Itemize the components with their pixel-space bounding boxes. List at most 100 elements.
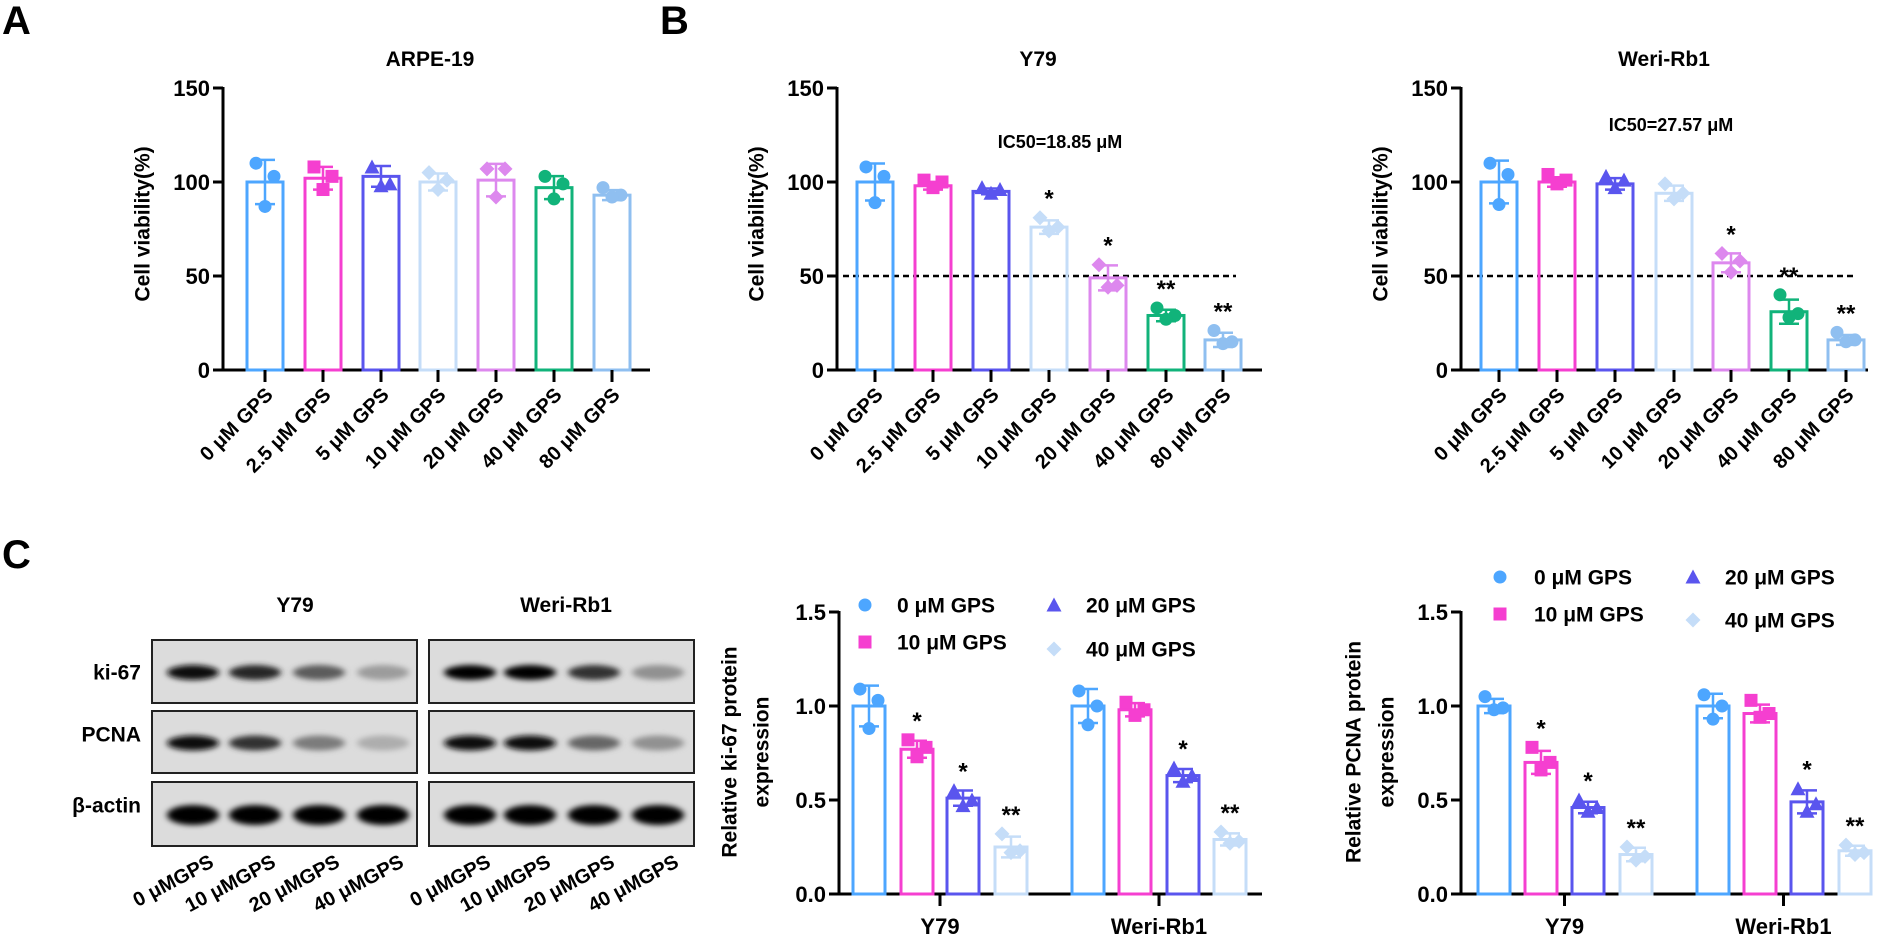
legend-item: 20 μM GPS — [1046, 595, 1196, 618]
y-tick-label: 100 — [173, 170, 210, 195]
protein-band — [568, 805, 620, 825]
data-point — [1525, 740, 1539, 754]
data-point — [1666, 191, 1682, 207]
bar — [1029, 225, 1069, 372]
significance-marker: * — [1178, 736, 1188, 763]
protein-band — [229, 665, 281, 680]
significance-marker: * — [1726, 221, 1736, 248]
y-tick-label: 100 — [1411, 170, 1448, 195]
square-legend-marker-icon — [1493, 607, 1507, 621]
data-point — [1184, 768, 1200, 783]
data-point — [1550, 177, 1564, 191]
bar — [1117, 708, 1153, 896]
legend-label: 20 μM GPS — [1725, 567, 1835, 590]
data-point — [1119, 695, 1133, 709]
y-tick-label: 0.0 — [795, 882, 826, 907]
data-point — [946, 783, 962, 798]
data-point — [1753, 710, 1767, 724]
protein-label: ki-67 — [93, 662, 141, 685]
bar-group — [361, 159, 401, 372]
x-group-label: Weri-Rb1 — [1735, 914, 1831, 939]
data-point — [1839, 335, 1853, 349]
protein-band — [632, 665, 684, 680]
y-tick-label: 0 — [812, 358, 824, 383]
bar — [476, 178, 516, 372]
bar-group — [855, 160, 895, 372]
diamond-legend-marker-icon — [1046, 641, 1062, 657]
protein-band — [229, 735, 281, 751]
blot-strip — [151, 710, 418, 774]
protein-band — [293, 665, 345, 680]
data-point — [547, 192, 561, 206]
panel-label-c: C — [2, 533, 31, 577]
bar-group: * — [1029, 186, 1069, 372]
blot-strip — [428, 781, 695, 847]
bar-group: ** — [993, 802, 1029, 896]
significance-marker: * — [1103, 233, 1113, 260]
y-tick-label: 0 — [198, 358, 210, 383]
bar-group: ** — [1203, 299, 1243, 372]
data-point — [1706, 712, 1720, 726]
protein-band — [167, 805, 219, 825]
legend-item: 40 μM GPS — [1046, 639, 1196, 662]
chart-pcna-expression: Relative PCNA protein expression 0.0 0.5 1.0… — [1342, 567, 1873, 939]
data-point — [1483, 156, 1497, 170]
panel-label-a: A — [2, 0, 31, 43]
data-point — [1166, 760, 1182, 775]
significance-marker: ** — [1780, 263, 1799, 290]
data-point — [910, 750, 924, 764]
data-point — [1041, 223, 1057, 239]
y-tick-label: 50 — [800, 264, 824, 289]
bar-group: * — [1789, 757, 1825, 896]
data-point — [1808, 796, 1824, 811]
data-point — [479, 161, 495, 177]
data-point — [1697, 688, 1711, 702]
data-point — [868, 196, 882, 210]
legend-item: 0 μM GPS — [858, 595, 995, 618]
protein-band — [568, 665, 620, 680]
data-point — [1128, 708, 1142, 722]
protein-band — [357, 665, 409, 680]
diamond-legend-marker-icon — [1685, 612, 1701, 628]
protein-band — [444, 805, 496, 825]
data-point — [983, 185, 999, 200]
bar-group — [1537, 167, 1577, 372]
legend-label: 0 μM GPS — [897, 595, 995, 618]
data-point — [316, 183, 330, 197]
legend-item: 10 μM GPS — [858, 632, 1007, 655]
chart-title: Weri-Rb1 — [1618, 48, 1710, 71]
protein-band — [632, 735, 684, 751]
data-point — [926, 181, 940, 195]
blot-strip — [151, 639, 418, 704]
significance-marker: ** — [1002, 802, 1021, 829]
protein-band — [632, 805, 684, 825]
data-point — [1072, 684, 1086, 698]
bar-group: * — [1088, 233, 1128, 372]
blot-strip — [151, 781, 418, 847]
bar-group — [592, 181, 632, 372]
ic50-annotation: IC50=18.85 μM — [998, 132, 1123, 152]
y-tick-label: 0.0 — [1417, 882, 1448, 907]
bar-group — [913, 173, 953, 372]
significance-marker: * — [912, 708, 922, 735]
data-point — [1830, 325, 1844, 339]
data-point — [901, 733, 915, 747]
data-point — [249, 156, 263, 170]
y-tick-label: 0.5 — [795, 788, 826, 813]
data-point — [1216, 337, 1230, 351]
data-point — [497, 161, 513, 177]
legend-label: 10 μM GPS — [897, 632, 1007, 655]
bar-group: ** — [1618, 815, 1654, 896]
protein-label: β-actin — [72, 795, 141, 818]
data-point — [877, 169, 891, 183]
y-tick-label: 1.5 — [1417, 600, 1448, 625]
bar — [971, 189, 1011, 372]
bar — [899, 747, 935, 896]
significance-marker: ** — [1214, 299, 1233, 326]
significance-marker: * — [1802, 757, 1812, 784]
data-point — [1150, 301, 1164, 315]
bar — [1695, 704, 1731, 896]
circle-legend-marker-icon — [1493, 570, 1507, 584]
x-group-label: Y79 — [1545, 914, 1584, 939]
